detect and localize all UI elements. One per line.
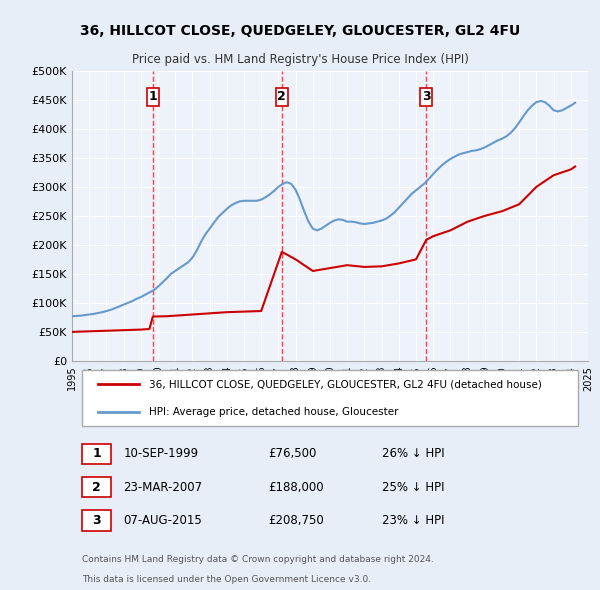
Text: 25% ↓ HPI: 25% ↓ HPI (382, 481, 444, 494)
Text: 1: 1 (148, 90, 157, 103)
FancyBboxPatch shape (276, 88, 288, 106)
FancyBboxPatch shape (420, 88, 433, 106)
Text: 36, HILLCOT CLOSE, QUEDGELEY, GLOUCESTER, GL2 4FU: 36, HILLCOT CLOSE, QUEDGELEY, GLOUCESTER… (80, 24, 520, 38)
Text: 36, HILLCOT CLOSE, QUEDGELEY, GLOUCESTER, GL2 4FU (detached house): 36, HILLCOT CLOSE, QUEDGELEY, GLOUCESTER… (149, 379, 542, 389)
Text: £76,500: £76,500 (268, 447, 316, 460)
Text: 3: 3 (92, 514, 101, 527)
Text: 23-MAR-2007: 23-MAR-2007 (124, 481, 203, 494)
Text: 2: 2 (92, 481, 101, 494)
FancyBboxPatch shape (82, 370, 578, 426)
Text: 26% ↓ HPI: 26% ↓ HPI (382, 447, 444, 460)
Text: This data is licensed under the Open Government Licence v3.0.: This data is licensed under the Open Gov… (82, 575, 371, 584)
Text: 2: 2 (277, 90, 286, 103)
Text: 10-SEP-1999: 10-SEP-1999 (124, 447, 199, 460)
Text: 3: 3 (422, 90, 431, 103)
FancyBboxPatch shape (82, 444, 110, 464)
Text: Price paid vs. HM Land Registry's House Price Index (HPI): Price paid vs. HM Land Registry's House … (131, 53, 469, 66)
Text: 07-AUG-2015: 07-AUG-2015 (124, 514, 202, 527)
Text: £188,000: £188,000 (268, 481, 324, 494)
Text: 23% ↓ HPI: 23% ↓ HPI (382, 514, 444, 527)
Text: Contains HM Land Registry data © Crown copyright and database right 2024.: Contains HM Land Registry data © Crown c… (82, 555, 434, 564)
Text: HPI: Average price, detached house, Gloucester: HPI: Average price, detached house, Glou… (149, 407, 399, 417)
FancyBboxPatch shape (82, 477, 110, 497)
FancyBboxPatch shape (82, 510, 110, 530)
Text: £208,750: £208,750 (268, 514, 324, 527)
FancyBboxPatch shape (147, 88, 159, 106)
Text: 1: 1 (92, 447, 101, 460)
